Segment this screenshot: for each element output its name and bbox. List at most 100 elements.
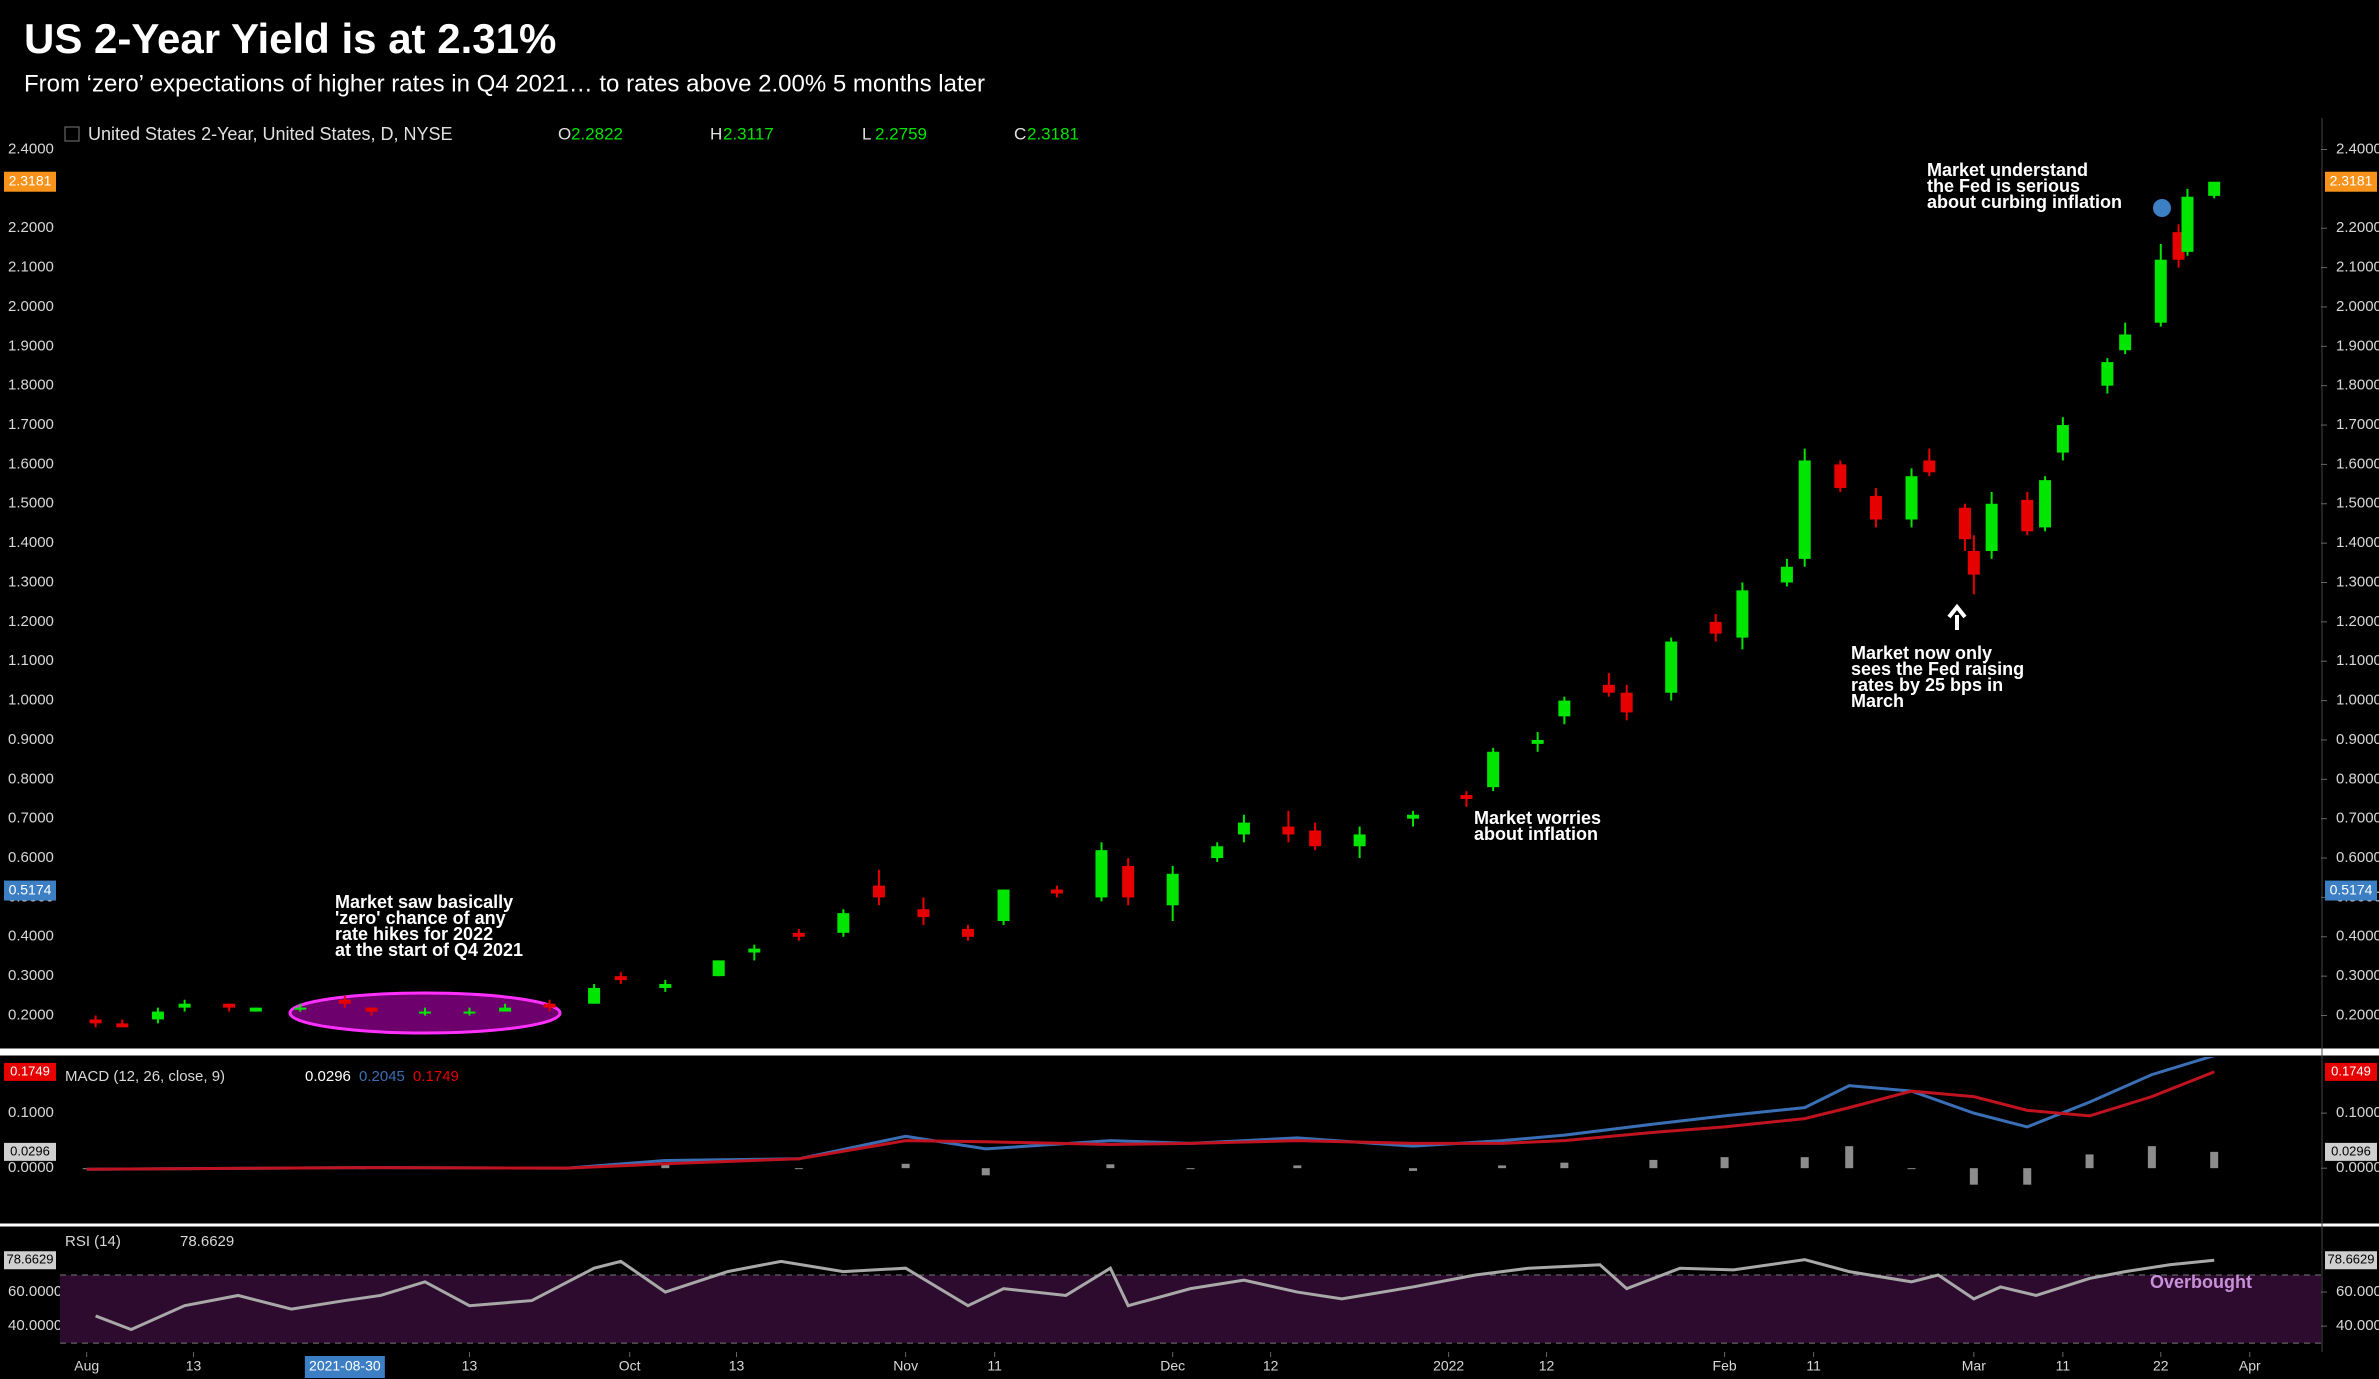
y-tick-label: 2.0000 (8, 298, 54, 315)
y-tick-label: 2.1000 (2336, 259, 2379, 276)
rsi-annotation: Overbought (2150, 1272, 2252, 1292)
candle-body (1665, 641, 1678, 693)
macd-badge: 0.1749 (2331, 1063, 2371, 1078)
macd-histogram-bar (2210, 1151, 2219, 1169)
candle-body (2021, 499, 2034, 532)
y-tick-label: 0.7000 (2336, 810, 2379, 827)
x-tick-label: 22 (2153, 1358, 2169, 1374)
candle-body (1709, 621, 1722, 634)
rsi-legend-value: 78.6629 (180, 1233, 234, 1250)
y-tick-label: 2.2000 (8, 219, 54, 236)
macd-histogram-bar (794, 1168, 803, 1170)
macd-histogram-bar (2085, 1154, 2094, 1169)
y-tick-label: 0.2000 (2336, 1006, 2379, 1023)
x-tick-label: Nov (893, 1358, 918, 1374)
candle-body (1620, 692, 1633, 713)
candle-body (499, 1007, 512, 1012)
last-price-bg (4, 171, 56, 192)
y-tick-label: 60.0000 (2336, 1283, 2379, 1300)
macd-histogram-bar (1186, 1168, 1195, 1170)
macd-badge: 0.0296 (2331, 1143, 2371, 1158)
x-tick-label: 11 (1806, 1358, 1821, 1374)
x-tick-label: 11 (2056, 1358, 2071, 1374)
y-tick-label: 1.6000 (8, 455, 54, 472)
last-price: 2.3181 (9, 172, 52, 188)
y-tick-label: 2.1000 (8, 259, 54, 276)
crosshair-date-bg (304, 1356, 385, 1378)
macd-histogram-bar (1293, 1165, 1302, 1169)
y-tick-label: 1.4000 (2336, 534, 2379, 551)
y-tick-label: 1.2000 (2336, 613, 2379, 630)
candle-body (748, 948, 761, 953)
x-tick-label: Aug (74, 1358, 99, 1374)
y-tick-label: 1.5000 (2336, 495, 2379, 512)
macd-histogram-bar (1907, 1168, 1916, 1170)
y-tick-label: 1.9000 (8, 337, 54, 354)
candle-body (614, 976, 627, 981)
macd-label: MACD (12, 26, close, 9) (65, 1068, 225, 1085)
y-tick-label: 40.0000 (2336, 1317, 2379, 1334)
annotation: sees the Fed raising (1851, 659, 2024, 679)
candle-body (1985, 503, 1998, 552)
rsi-badge-bg (4, 1251, 56, 1270)
y-tick-label: 1.7000 (8, 416, 54, 433)
ohlc-key: O (558, 124, 571, 143)
candle-body (872, 885, 885, 898)
y-tick-label: 1.3000 (8, 573, 54, 590)
candle-body (1780, 566, 1793, 583)
y-tick-label: 0.0000 (8, 1159, 54, 1176)
annotation: Market now only (1851, 643, 1992, 663)
rsi-badge: 78.6629 (2328, 1252, 2375, 1267)
macd-histogram-bar (1649, 1159, 1658, 1169)
ohlc-value: 2.3117 (723, 124, 774, 143)
y-tick-label: 1.3000 (2336, 573, 2379, 590)
candle-body (223, 1003, 236, 1008)
candle-body (338, 999, 351, 1004)
candle-body (2154, 259, 2167, 323)
rsi-label: RSI (14) (65, 1233, 121, 1250)
y-tick-label: 1.0000 (8, 692, 54, 709)
candle-body (151, 1011, 164, 1020)
y-tick-label: 0.8000 (2336, 770, 2379, 787)
y-tick-label: 40.0000 (8, 1317, 62, 1334)
candle-body (837, 913, 850, 933)
macd-legend-value: 0.2045 (359, 1068, 405, 1085)
annotation: about curbing inflation (1927, 192, 2122, 212)
candle-body (792, 932, 805, 937)
macd-badge: 0.0296 (10, 1143, 50, 1158)
annotation: rates by 25 bps in (1851, 675, 2003, 695)
candle-body (1353, 834, 1366, 847)
y-tick-label: 0.2000 (8, 1006, 54, 1023)
candle-body (2119, 334, 2132, 351)
y-tick-label: 1.7000 (2336, 416, 2379, 433)
x-tick-label: Dec (1160, 1358, 1185, 1374)
candle-body (1869, 495, 1882, 520)
symbol-label: United States 2-Year, United States, D, … (88, 124, 453, 144)
annotation: 'zero' chance of any (335, 908, 506, 928)
candle-body (1095, 850, 1108, 898)
macd-histogram-bar (1498, 1165, 1507, 1169)
y-tick-label: 0.1000 (2336, 1104, 2379, 1121)
candle-body (659, 984, 672, 988)
macd-line (86, 1070, 2215, 1171)
x-tick-label: 12 (1263, 1358, 1279, 1374)
crosshair-price-bg (4, 880, 56, 901)
annotation: the Fed is serious (1927, 176, 2080, 196)
candle-body (1602, 684, 1615, 693)
annotation: Market saw basically (335, 892, 513, 912)
candle-body (365, 1007, 378, 1012)
y-tick-label: 1.6000 (2336, 455, 2379, 472)
candle-body (1558, 700, 1571, 717)
y-tick-label: 0.9000 (8, 731, 54, 748)
crosshair-date: 2021-08-30 (309, 1358, 381, 1374)
y-tick-label: 1.4000 (8, 534, 54, 551)
x-tick-label: Oct (619, 1358, 641, 1374)
candle-body (2056, 425, 2069, 453)
macd-histogram-bar (1409, 1168, 1418, 1171)
y-tick-label: 1.5000 (8, 495, 54, 512)
annotation: March (1851, 691, 1904, 711)
y-tick-label: 0.6000 (2336, 849, 2379, 866)
arrow (1947, 603, 1967, 630)
y-tick-label: 1.9000 (2336, 337, 2379, 354)
